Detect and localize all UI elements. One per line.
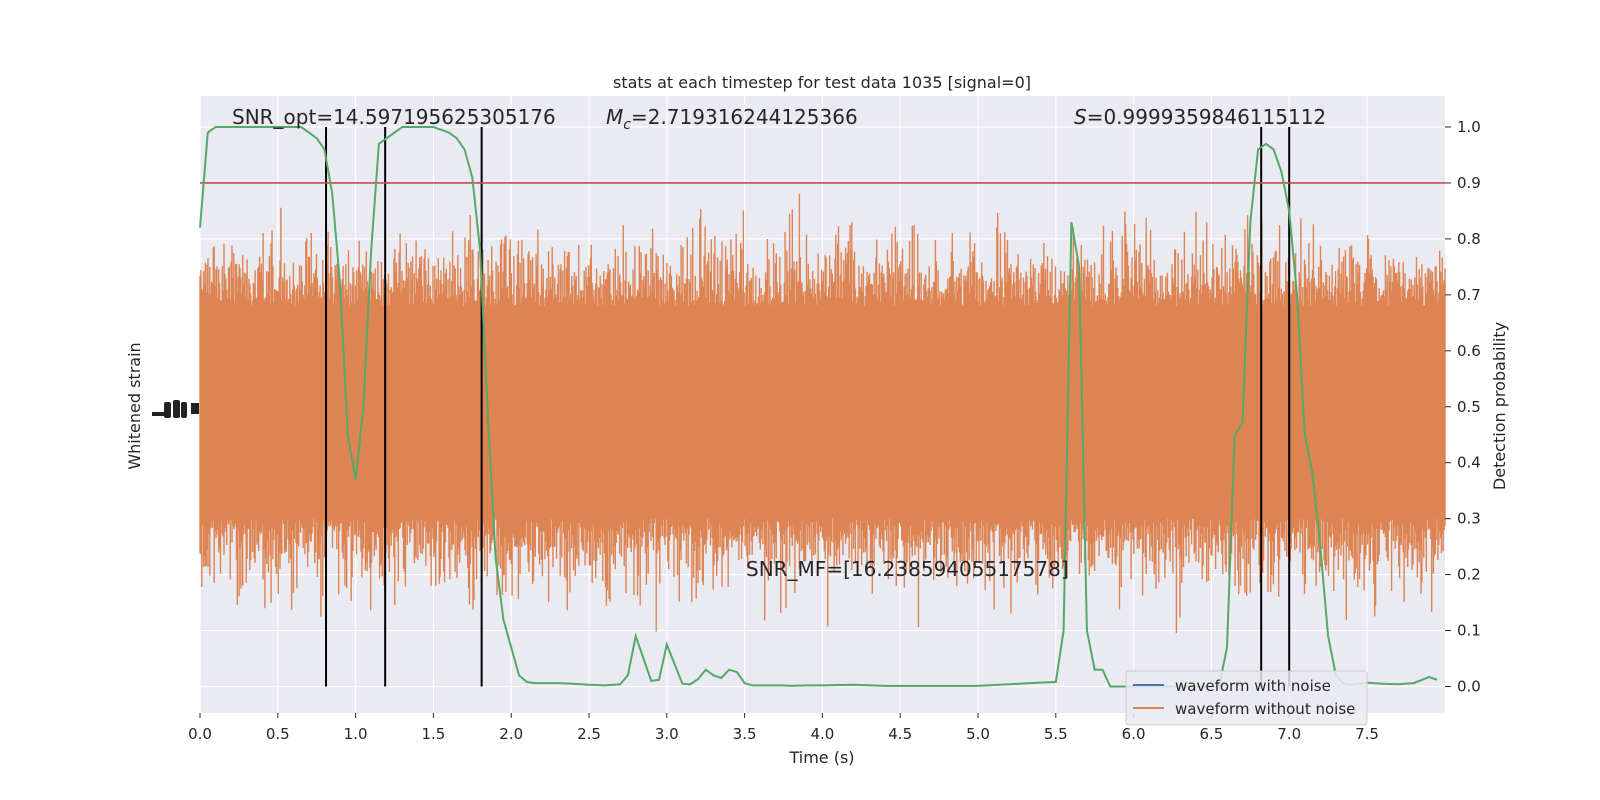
y-tick-label: 0.2 [1457,566,1481,584]
y-tick-label: 0.5 [1457,398,1481,416]
s-annotation: S=0.9999359846115112 [1074,105,1326,129]
y-tick-label: 1.0 [1457,118,1481,136]
x-tick-label: 7.0 [1277,725,1301,743]
legend-label-without-noise: waveform without noise [1175,700,1355,718]
legend-label-with-noise: waveform with noise [1175,677,1331,695]
x-tick-label: 0.0 [188,725,212,743]
waveform-trace [199,193,1446,634]
snr-opt-annotation: SNR_opt=14.597195625305176 [232,105,556,129]
y-tick-labels-right: 0.0 0.1 0.2 0.3 0.4 0.5 0.6 0.7 0.8 0.9 1.0 [1445,118,1481,696]
x-tick-label: 1.0 [344,725,368,743]
x-tick-label: 0.5 [266,725,290,743]
x-tick-labels: 0.0 0.5 1.0 1.5 2.0 2.5 3.0 3.5 4.0 4.5 5.0 5.5 6.0 6… [188,713,1379,743]
y-tick-label: 0.7 [1457,286,1481,304]
y-tick-label: 0.3 [1457,510,1481,528]
x-tick-label: 2.5 [577,725,601,743]
x-tick-label: 6.5 [1199,725,1223,743]
x-tick-label: 7.5 [1355,725,1379,743]
x-tick-label: 5.0 [966,725,990,743]
x-tick-label: 2.0 [499,725,523,743]
x-tick-label: 4.5 [888,725,912,743]
x-tick-label: 3.0 [655,725,679,743]
x-axis-label: Time (s) [788,748,854,767]
x-tick-label: 1.5 [421,725,445,743]
y-axis-label-left: Whitened strain [125,342,144,469]
y-tick-label: 0.4 [1457,454,1481,472]
y-tick-label: 0.0 [1457,678,1481,696]
waveform-without-noise [199,193,1446,634]
y-tick-label: 0.8 [1457,230,1481,248]
left-axis-overlapped-labels [152,400,199,418]
x-tick-label: 4.0 [810,725,834,743]
y-tick-label: 0.1 [1457,622,1481,640]
detection-probability-line [199,126,1438,688]
legend: waveform with noise waveform without noi… [1125,670,1368,726]
y-tick-label: 0.9 [1457,174,1481,192]
snr-mf-annotation: SNR_MF=[16.23859405517578] [746,557,1069,581]
x-tick-label: 3.5 [733,725,757,743]
x-tick-label: 5.5 [1044,725,1068,743]
chirp-mass-annotation: Mc=2.719316244125366 [606,105,858,133]
y-tick-label: 0.6 [1457,342,1481,360]
y-axis-label-right: Detection probability [1490,322,1509,490]
chart-title: stats at each timestep for test data 103… [613,73,1031,92]
x-tick-label: 6.0 [1122,725,1146,743]
legend-box [1125,670,1368,726]
